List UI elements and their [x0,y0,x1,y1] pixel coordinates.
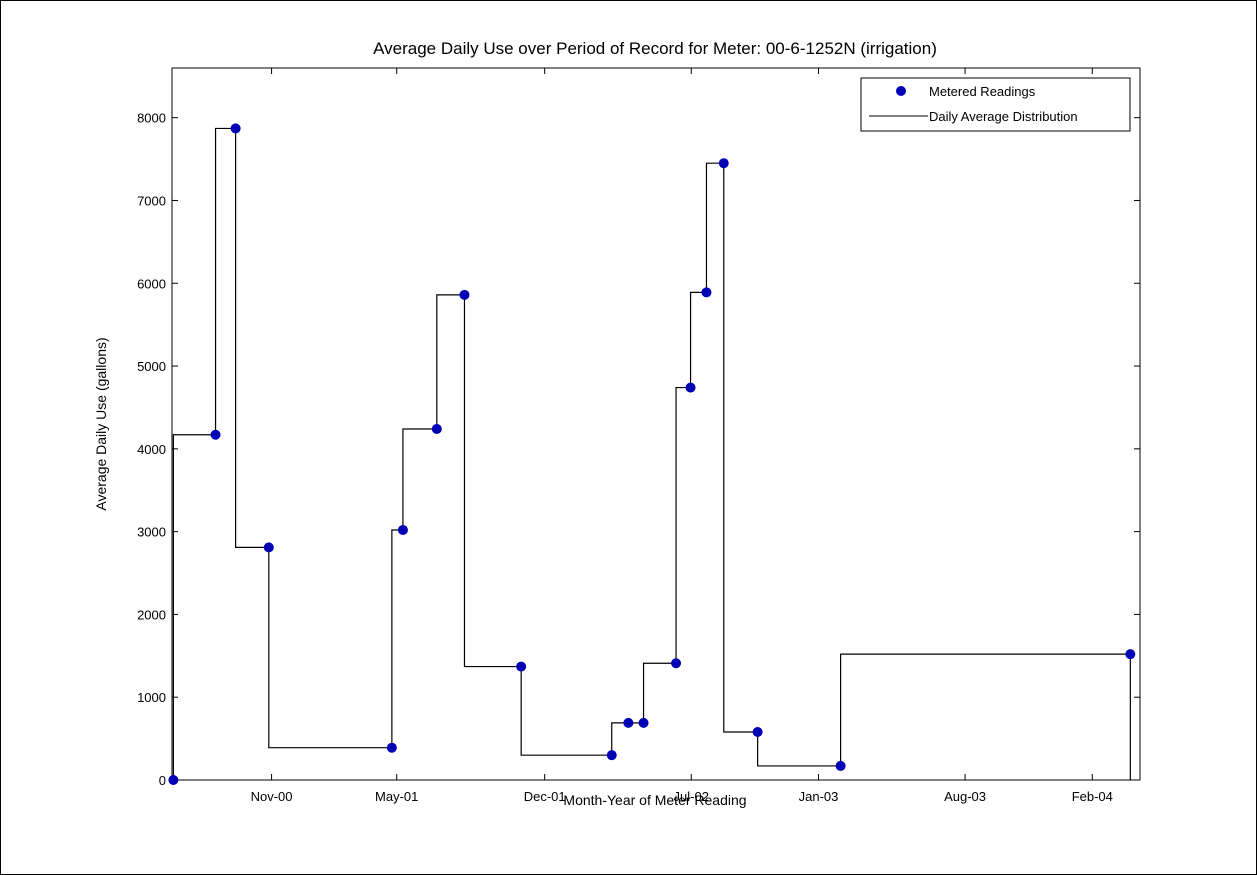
x-axis-label: Month-Year of Meter Reading [563,792,746,808]
metered-reading-point-17 [752,726,763,737]
y-tick-label-1000: 1000 [137,690,166,705]
metered-reading-point-8 [459,289,470,300]
metered-reading-point-19 [1125,649,1136,660]
y-tick-label-2000: 2000 [137,607,166,622]
metered-readings-markers [168,123,1136,785]
legend-marker-icon [896,86,906,96]
metered-reading-point-9 [516,661,527,672]
x-tick-label-May-01: May-01 [375,789,418,804]
chart-title: Average Daily Use over Period of Record … [373,39,937,58]
x-tick-label-Feb-04: Feb-04 [1072,789,1113,804]
y-tick-label-7000: 7000 [137,193,166,208]
x-tick-label-Dec-01: Dec-01 [524,789,566,804]
y-axis-label: Average Daily Use (gallons) [93,337,109,510]
y-tick-label-6000: 6000 [137,276,166,291]
metered-reading-point-3 [230,123,241,134]
y-tick-label-0: 0 [159,773,166,788]
legend: Metered Readings Daily Average Distribut… [860,77,1131,132]
y-tick-label-5000: 5000 [137,359,166,374]
x-axis: Nov-00 May-01 Dec-01 Jul-02 Jan-03 Aug-03 Feb-… [251,68,1113,804]
metered-reading-point-4 [263,542,274,553]
y-tick-label-8000: 8000 [137,111,166,126]
legend-box [860,77,1131,132]
x-tick-label-Aug-03: Aug-03 [944,789,986,804]
metered-reading-point-1 [168,775,179,785]
legend-label-daily-average-distribution: Daily Average Distribution [929,109,1078,124]
x-tick-label-Jul-02: Jul-02 [674,789,709,804]
metered-reading-point-15 [701,287,712,298]
metered-reading-point-13 [671,658,682,669]
metered-reading-point-6 [397,524,408,535]
legend-label-metered-readings: Metered Readings [929,84,1036,99]
metered-reading-point-5 [386,742,397,753]
plot-area [171,67,1141,781]
metered-reading-point-14 [685,382,696,393]
metered-reading-point-10 [606,750,617,761]
metered-reading-point-12 [638,717,649,728]
y-axis: 0 1000 2000 3000 4000 5000 6000 7000 8000 [137,111,1140,788]
y-tick-label-3000: 3000 [137,525,166,540]
metered-reading-point-2 [210,429,221,440]
metered-reading-point-11 [623,717,634,728]
x-tick-label-Nov-00: Nov-00 [251,789,293,804]
x-tick-label-Jan-03: Jan-03 [799,789,839,804]
y-tick-label-4000: 4000 [137,442,166,457]
metered-reading-point-18 [835,760,846,771]
metered-reading-point-16 [718,158,729,169]
metered-reading-point-7 [431,423,442,434]
